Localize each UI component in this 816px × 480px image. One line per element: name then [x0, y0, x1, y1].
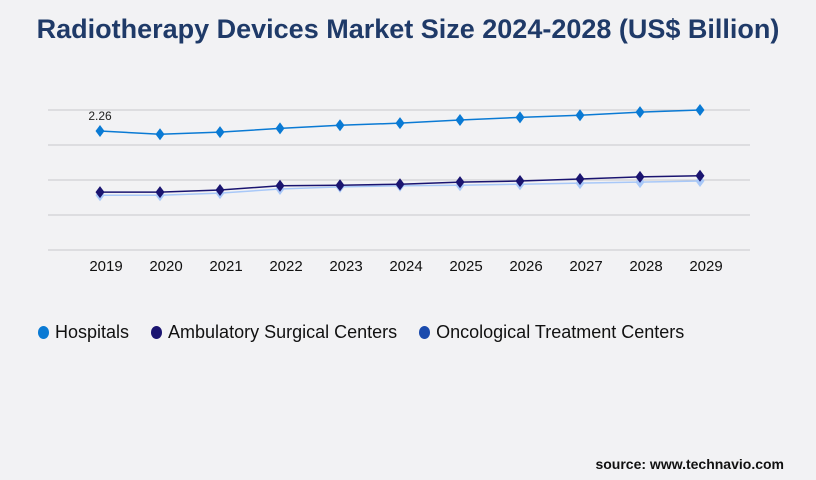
legend-item: Oncological Treatment Centers — [419, 322, 684, 343]
data-point — [275, 179, 285, 192]
x-tick-label: 2026 — [509, 258, 542, 275]
x-tick-label: 2029 — [689, 258, 722, 275]
x-tick-label: 2020 — [149, 258, 182, 275]
data-point — [455, 176, 465, 189]
data-point — [95, 125, 105, 138]
data-point — [695, 104, 705, 116]
legend-label: Oncological Treatment Centers — [436, 322, 685, 342]
x-tick-label: 2027 — [569, 258, 602, 275]
x-tick-label: 2024 — [389, 258, 422, 275]
data-point — [335, 119, 345, 132]
x-tick-label: 2022 — [269, 258, 302, 275]
legend-item: Hospitals — [38, 322, 129, 343]
chart-title: Radiotherapy Devices Market Size 2024-20… — [36, 14, 780, 44]
legend-label: Ambulatory Surgical Centers — [168, 322, 398, 342]
x-tick-label: 2025 — [449, 258, 482, 275]
data-point — [515, 111, 525, 124]
data-label: 2.26 — [88, 109, 112, 123]
data-point — [575, 172, 585, 185]
data-point — [335, 179, 345, 192]
source-text: source: www.technavio.com — [595, 456, 784, 472]
data-point — [395, 178, 405, 191]
data-point — [575, 109, 585, 122]
x-tick-label: 2023 — [329, 258, 362, 275]
x-tick-label: 2021 — [209, 258, 242, 275]
data-point — [635, 106, 645, 119]
data-point — [215, 126, 225, 139]
data-point — [275, 122, 285, 135]
data-point — [515, 175, 525, 188]
x-tick-label: 2028 — [629, 258, 662, 275]
data-point — [455, 114, 465, 126]
data-point — [395, 117, 405, 130]
legend-marker-icon — [419, 326, 431, 339]
data-point — [95, 186, 105, 199]
data-point — [695, 169, 705, 182]
line-chart: 2019 2020 2021 2022 2023 2024 2025 2026 2027 2028… — [48, 104, 750, 275]
legend-label: Hospitals — [55, 322, 130, 342]
x-tick-label: 2019 — [89, 258, 122, 275]
data-point — [155, 186, 165, 199]
data-point — [635, 170, 645, 183]
legend-marker-icon — [151, 326, 163, 339]
data-point — [215, 184, 225, 196]
legend: Hospitals Ambulatory Surgical Centers Onco… — [38, 322, 684, 343]
legend-marker-icon — [38, 326, 49, 339]
legend-item: Ambulatory Surgical Centers — [151, 322, 397, 343]
data-point — [155, 128, 165, 141]
